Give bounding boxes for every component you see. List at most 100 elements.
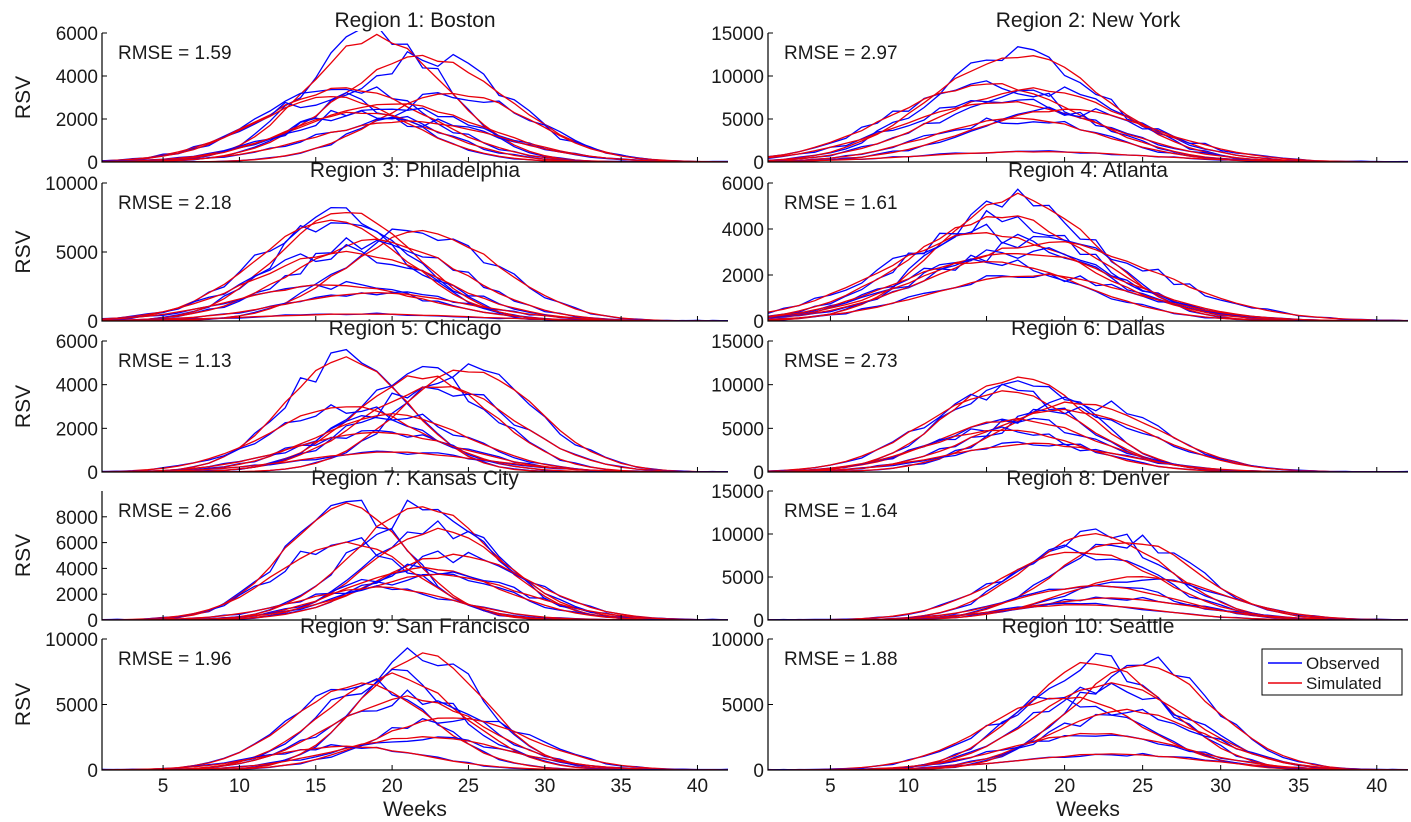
panel-title: Region 10: Seattle bbox=[1002, 615, 1175, 638]
simulated-line bbox=[102, 103, 728, 162]
series-group bbox=[102, 348, 728, 472]
y-tick-label: 2000 bbox=[56, 419, 98, 440]
y-tick-label: 0 bbox=[87, 761, 98, 782]
observed-line bbox=[768, 406, 1408, 472]
simulated-line bbox=[102, 120, 728, 162]
y-tick-label: 0 bbox=[87, 611, 98, 632]
y-tick-label: 10000 bbox=[711, 525, 764, 546]
simulated-line bbox=[102, 502, 728, 620]
simulated-line bbox=[768, 682, 1408, 770]
y-axis-label: RSV bbox=[12, 76, 35, 119]
y-tick-label: 2000 bbox=[722, 266, 764, 287]
observed-line bbox=[102, 86, 728, 162]
y-tick-label: 2000 bbox=[56, 585, 98, 606]
series-group bbox=[102, 206, 728, 321]
observed-line bbox=[102, 689, 728, 770]
y-tick-label: 10000 bbox=[45, 174, 98, 195]
observed-line bbox=[768, 80, 1408, 162]
simulated-line bbox=[768, 260, 1408, 321]
y-tick-label: 0 bbox=[753, 153, 764, 174]
y-tick-label: 10000 bbox=[45, 630, 98, 651]
y-tick-label: 5000 bbox=[722, 696, 764, 717]
panel-title: Region 4: Atlanta bbox=[1008, 159, 1168, 182]
panel-title: Region 9: San Francisco bbox=[300, 615, 530, 638]
series-group bbox=[768, 188, 1408, 321]
panel-region-2: 0 5000 10000 15000 Region 2: New York RMSE = … bbox=[711, 9, 1408, 174]
series-group bbox=[768, 376, 1408, 472]
panel-title: Region 5: Chicago bbox=[329, 317, 502, 340]
x-tick-label: 30 bbox=[534, 776, 555, 797]
observed-line bbox=[102, 520, 728, 620]
simulated-line bbox=[768, 108, 1408, 162]
observed-line bbox=[102, 404, 728, 472]
y-tick-label: 4000 bbox=[722, 220, 764, 241]
simulated-line bbox=[102, 541, 728, 620]
simulated-line bbox=[102, 451, 728, 472]
observed-line bbox=[102, 717, 728, 770]
observed-line bbox=[768, 682, 1408, 770]
simulated-line bbox=[102, 92, 728, 162]
x-tick-label: 5 bbox=[158, 776, 169, 797]
panel-region-4: 0 2000 4000 6000 Region 4: Atlanta RMSE = 1.6… bbox=[722, 159, 1408, 333]
y-axis-label: RSV bbox=[12, 683, 35, 726]
panel-region-6: 0 5000 10000 15000 Region 6: Dallas RMSE = 2.… bbox=[711, 317, 1408, 484]
x-tick-label: 40 bbox=[687, 776, 708, 797]
panel-region-1: 0 2000 4000 6000 Region 1: Boston RMSE = 1.59… bbox=[12, 9, 728, 174]
observed-line bbox=[102, 228, 728, 321]
x-tick-label: 10 bbox=[229, 776, 250, 797]
observed-line bbox=[102, 413, 728, 472]
panel-region-8: 0 5000 10000 15000 Region 8: Denver RMSE = 1.… bbox=[711, 467, 1408, 632]
simulated-line bbox=[768, 83, 1408, 162]
simulated-line bbox=[768, 429, 1408, 472]
rmse-label: RMSE = 1.88 bbox=[784, 649, 898, 670]
y-tick-label: 0 bbox=[753, 312, 764, 333]
observed-line bbox=[102, 537, 728, 620]
y-tick-label: 0 bbox=[87, 153, 98, 174]
simulated-line bbox=[768, 241, 1408, 321]
simulated-line bbox=[102, 356, 728, 472]
panel-region-10: 0 5000 10000 5 10 15 20 25 30 35 40 Region 10: Seat… bbox=[711, 615, 1408, 821]
x-tick-label: 35 bbox=[1288, 776, 1309, 797]
y-tick-label: 10000 bbox=[711, 630, 764, 651]
y-axis-label: RSV bbox=[12, 385, 35, 428]
x-tick-label: 30 bbox=[1210, 776, 1231, 797]
panel-region-7: 0 2000 4000 6000 8000 Region 7: Kansas City RM… bbox=[12, 467, 728, 632]
simulated-line bbox=[102, 652, 728, 770]
y-tick-label: 4000 bbox=[56, 376, 98, 397]
y-tick-label: 4000 bbox=[56, 67, 98, 88]
x-tick-label: 40 bbox=[1366, 776, 1387, 797]
y-axis-label: RSV bbox=[12, 230, 35, 273]
x-tick-label: 25 bbox=[1132, 776, 1153, 797]
simulated-line bbox=[102, 672, 728, 770]
simulated-line bbox=[102, 369, 728, 472]
rmse-label: RMSE = 2.66 bbox=[118, 501, 232, 522]
rmse-label: RMSE = 2.18 bbox=[118, 193, 232, 214]
observed-line bbox=[768, 380, 1408, 472]
observed-line bbox=[768, 223, 1408, 321]
y-tick-label: 10000 bbox=[711, 376, 764, 397]
y-tick-label: 5000 bbox=[722, 568, 764, 589]
observed-line bbox=[102, 365, 728, 472]
rmse-label: RMSE = 1.96 bbox=[118, 649, 232, 670]
simulated-line bbox=[102, 717, 728, 770]
y-tick-label: 6000 bbox=[722, 174, 764, 195]
panel-title: Region 8: Denver bbox=[1006, 467, 1169, 490]
y-tick-label: 15000 bbox=[711, 332, 764, 353]
simulated-line bbox=[768, 390, 1408, 472]
rmse-label: RMSE = 1.61 bbox=[784, 193, 898, 214]
y-tick-label: 6000 bbox=[56, 534, 98, 555]
panel-region-3: 0 5000 10000 Region 3: Philadelphia RMSE = 2… bbox=[12, 159, 728, 333]
observed-line bbox=[102, 107, 728, 162]
simulated-line bbox=[768, 376, 1408, 472]
simulated-line bbox=[102, 95, 728, 162]
simulated-line bbox=[102, 682, 728, 770]
y-tick-label: 6000 bbox=[56, 24, 98, 45]
y-tick-label: 2000 bbox=[56, 110, 98, 131]
simulated-line bbox=[102, 736, 728, 770]
legend-entry: Simulated bbox=[1306, 674, 1382, 693]
simulated-line bbox=[102, 566, 728, 620]
observed-line bbox=[768, 528, 1408, 620]
simulated-line bbox=[102, 375, 728, 472]
